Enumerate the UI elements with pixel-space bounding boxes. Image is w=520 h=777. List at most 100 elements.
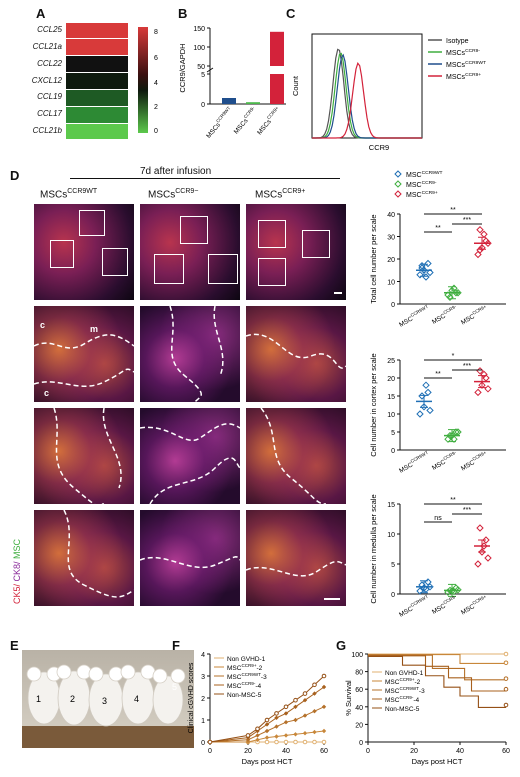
- data-point: [321, 704, 327, 709]
- data-point: [321, 673, 327, 679]
- x-tick-label: 20: [244, 748, 252, 755]
- scatter-total-cells: 40 30 20 10 0 Total cell number per scale MSCC…: [369, 207, 506, 329]
- colorbar-tick: 6: [154, 55, 158, 62]
- y-tick-label: 0: [201, 740, 205, 747]
- data-point: [283, 739, 289, 745]
- data-point: [207, 739, 213, 745]
- column-label-wt: MSCsCCR9WT: [40, 188, 98, 201]
- data-point: [283, 720, 289, 725]
- data-point: [482, 536, 490, 544]
- legend-label: MSCsCCR9-: [446, 48, 480, 57]
- data-point: [283, 733, 289, 738]
- sig-label: ***: [463, 217, 471, 224]
- legend-label: Non GVHD-1: [385, 670, 424, 677]
- y-tick-label: 80: [355, 670, 363, 677]
- data-point: [454, 289, 462, 297]
- y-tick-label: 30: [387, 235, 395, 242]
- legend-label: MSCCCR9+-2: [385, 677, 421, 686]
- legend-label: MSCCCR9--4: [385, 695, 420, 704]
- roi-box: [180, 216, 208, 244]
- column-label-neg: MSCsCCR9−: [148, 188, 199, 201]
- data-point: [424, 388, 432, 397]
- cortex-label: c: [44, 388, 50, 398]
- mouse-number: 4: [134, 694, 139, 704]
- x-tick-label: MSCCCR9-: [430, 594, 459, 616]
- legend-label: Non-MSC-5: [227, 692, 262, 699]
- data-point: [274, 711, 279, 716]
- data-point: [420, 403, 428, 411]
- ccr9-flow-histogram: Count CCR9 Isotype MSCsCCR9- MSCsCCR9WT MSCsC…: [291, 33, 486, 152]
- y-tick-label: 40: [355, 705, 363, 712]
- y-tick-label: 50: [197, 64, 205, 71]
- panel-label-g: G: [336, 638, 347, 653]
- histogram-curve: [312, 53, 422, 139]
- legend-label: MSCsCCR9WT: [446, 60, 486, 69]
- data-point: [484, 385, 492, 393]
- micrograph-neg-zoom-2: [140, 408, 240, 504]
- y-tick-label: 60: [355, 687, 363, 694]
- y-tick-label: 0: [391, 302, 395, 309]
- data-point: [245, 733, 251, 738]
- micrograph-neg-overview: [140, 204, 240, 300]
- legend-marker: [394, 190, 402, 198]
- x-tick-label: 60: [502, 748, 510, 755]
- data-point: [312, 729, 317, 735]
- data-point: [321, 739, 327, 745]
- scatter-medulla-cells: 15 10 5 0 Cell number in medulla per scale MS…: [369, 494, 506, 619]
- scale-bar: [334, 292, 342, 294]
- data-point: [255, 726, 260, 732]
- x-tick-label: MSCCCR9-: [430, 304, 459, 326]
- y-tick-label: 0: [359, 740, 363, 747]
- series-line: [209, 706, 325, 743]
- data-point: [293, 704, 298, 709]
- data-point: [302, 739, 308, 745]
- x-axis-label: Days post HCT: [242, 757, 293, 766]
- data-point: [264, 735, 270, 740]
- bar: [222, 98, 236, 104]
- histogram-curve: [312, 62, 422, 139]
- data-point: [454, 586, 462, 594]
- data-point: [293, 732, 298, 737]
- legend-label: MSCCCR9--4: [227, 681, 262, 690]
- sig-label: *: [452, 353, 455, 360]
- roi-box: [208, 254, 238, 284]
- y-tick-label: 0: [391, 592, 395, 599]
- y-tick-label: 20: [387, 257, 395, 264]
- x-tick-label: MSCCCR9+: [459, 450, 489, 473]
- heatmap-cell: [66, 89, 128, 106]
- panel-label-b: B: [178, 6, 188, 21]
- data-point: [503, 660, 509, 666]
- data-point: [312, 682, 317, 688]
- sig-label: ns: [434, 515, 442, 522]
- sig-label: ***: [463, 507, 471, 514]
- legend-label: MSCsCCR9+: [446, 72, 481, 81]
- colorbar-tick: 8: [154, 29, 158, 36]
- data-point: [503, 651, 509, 657]
- x-tick-label: MSCCCR9-: [430, 450, 459, 472]
- gene-label: CCL22: [37, 58, 62, 68]
- x-tick-label: MSCCCR9WT: [397, 450, 431, 475]
- y-tick-label: 15: [387, 502, 395, 509]
- data-point: [476, 524, 484, 532]
- data-point: [302, 691, 308, 696]
- data-point: [480, 230, 488, 238]
- data-point: [302, 731, 308, 736]
- legend-label: MSCCCR9WT-3: [385, 686, 425, 695]
- y-tick-label: 5: [201, 72, 205, 79]
- y-tick-label: 100: [193, 45, 205, 52]
- colorbar-tick: 2: [154, 104, 158, 111]
- y-tick-label: 5: [391, 430, 395, 437]
- data-point: [424, 259, 432, 268]
- x-tick-label: 60: [320, 748, 328, 755]
- x-tick-label: MSCsCCR9+: [255, 105, 283, 136]
- data-point: [264, 739, 270, 745]
- heatmap-cell: [66, 56, 128, 73]
- micrograph-wt-zoom-1: c m c: [34, 306, 134, 402]
- column-label-pos: MSCsCCR9+: [255, 188, 306, 201]
- medulla-label: m: [90, 324, 99, 334]
- data-point: [321, 684, 327, 690]
- y-axis-label: Count: [291, 75, 300, 96]
- x-tick-label: MSCCCR9WT: [397, 304, 431, 329]
- data-point: [416, 271, 424, 279]
